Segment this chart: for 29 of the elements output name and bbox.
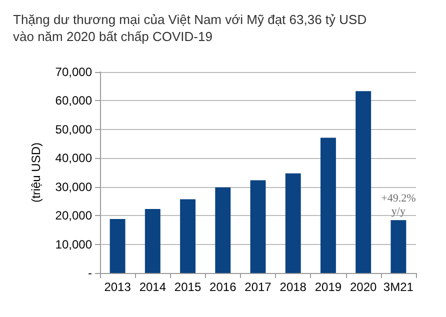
x-tick-label: 2013	[104, 280, 132, 294]
y-tick-label: 20,000	[55, 208, 92, 223]
bar	[110, 219, 126, 273]
x-tick-label: 2015	[174, 280, 202, 294]
y-tick-label: 60,000	[55, 94, 92, 108]
bar	[320, 138, 336, 273]
y-tick-label: 50,000	[55, 122, 92, 136]
x-tick-label: 2017	[244, 280, 272, 294]
bar	[356, 91, 372, 273]
annotation: +49.2% y/y	[381, 192, 416, 218]
x-tick-label: 2016	[210, 280, 237, 294]
x-tick-label: 2020	[350, 280, 378, 294]
bar	[250, 180, 266, 273]
bar	[180, 199, 196, 273]
bar	[390, 220, 406, 273]
bar	[144, 208, 160, 273]
bar	[285, 173, 301, 273]
y-tick-label: -	[88, 266, 92, 280]
x-tick-label: 2019	[314, 280, 342, 294]
y-axis-title: (triệu USD)	[29, 142, 43, 203]
chart-title: Thặng dư thương mại của Việt Nam với Mỹ đạt 63,36 tỷ USD vào năm 2020 bất chấp COVID-19	[13, 12, 367, 44]
x-tick-label: 2018	[280, 280, 307, 294]
bar	[215, 187, 231, 273]
y-tick-label: 70,000	[55, 65, 92, 79]
y-tick-label: 30,000	[55, 180, 92, 194]
y-tick-label: 40,000	[55, 151, 92, 166]
y-tick-label: 10,000	[55, 237, 92, 252]
x-tick-label: 2014	[139, 280, 166, 294]
x-tick-label: 3M21	[383, 280, 414, 294]
